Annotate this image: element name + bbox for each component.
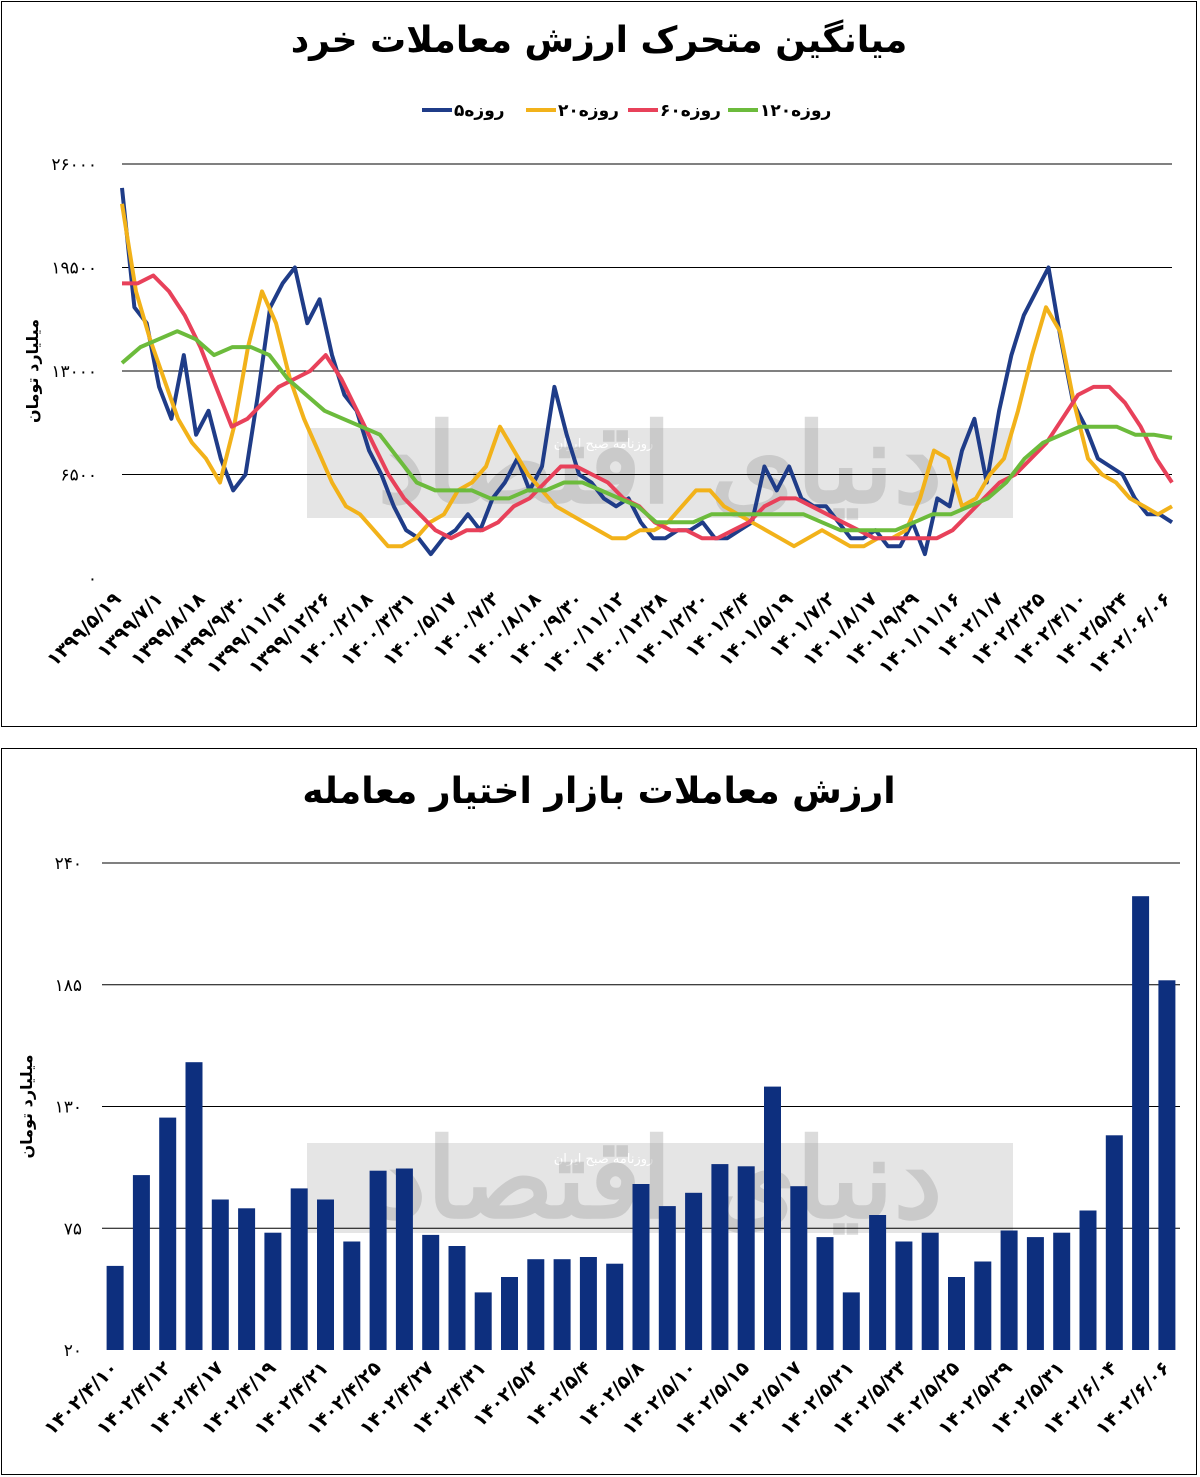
bar [211, 1199, 229, 1350]
y-tick-label: ۱۳۰ [55, 1098, 82, 1118]
bar [395, 1168, 413, 1350]
y-tick-label: ۶۵۰۰ [60, 466, 97, 486]
bar [658, 1206, 676, 1350]
bar [764, 1086, 781, 1350]
bar [1079, 1210, 1097, 1350]
y-tick-label: ۲۴۰ [55, 854, 82, 874]
bar [711, 1164, 729, 1350]
bar [474, 1292, 492, 1350]
y-tick-label: ۱۸۵ [55, 976, 82, 996]
bar [448, 1246, 466, 1350]
legend-entry: ۲۰روزه [558, 101, 619, 121]
bar [1026, 1237, 1044, 1350]
bar [264, 1232, 282, 1350]
legend-entry: ۵روزه [454, 101, 505, 121]
bar [501, 1277, 518, 1350]
series-line [120, 329, 1173, 533]
bar [842, 1292, 860, 1350]
bar [790, 1186, 808, 1350]
bar [132, 1175, 150, 1350]
moving-average-chart-panel: میانگین متحرک ارزش معاملات خرد روزنامه ص… [1, 1, 1197, 727]
bar [290, 1188, 308, 1350]
bar [185, 1062, 203, 1350]
bar [921, 1232, 939, 1350]
bar [632, 1184, 650, 1350]
watermark-credit: روزنامه صبح ایران [554, 1152, 654, 1167]
bar [1000, 1230, 1018, 1350]
bar [869, 1215, 887, 1350]
bar [1105, 1135, 1123, 1350]
bar [369, 1170, 387, 1350]
bar [553, 1259, 571, 1350]
chart-title: ارزش معاملات بازار اختیار معامله [302, 771, 896, 812]
bar [606, 1263, 624, 1350]
bar [106, 1265, 124, 1350]
bar [343, 1241, 361, 1350]
bar [238, 1208, 256, 1350]
bar [737, 1166, 755, 1350]
y-tick-label: ۲۶۰۰۰ [51, 155, 97, 175]
bar [1053, 1232, 1071, 1350]
y-axis-label: میلیارد تومان [23, 319, 42, 423]
watermark-band [307, 428, 1013, 518]
watermark-credit: روزنامه صبح ایران [554, 437, 654, 452]
y-tick-label: ۱۹۵۰۰ [51, 259, 97, 279]
bar [317, 1199, 334, 1350]
options-market-chart-panel: ارزش معاملات بازار اختیار معامله روزنامه… [1, 748, 1197, 1475]
y-tick-label: ۲۰ [64, 1341, 82, 1361]
bar [159, 1117, 177, 1350]
y-axis-label: میلیارد تومان [17, 1054, 36, 1158]
bar [1132, 896, 1150, 1350]
watermark-logo: دنیای اقتصاد [378, 399, 943, 528]
bar [422, 1234, 440, 1350]
series-line [120, 203, 1173, 549]
bar [895, 1241, 913, 1350]
chart-title: میانگین متحرک ارزش معاملات خرد [290, 20, 908, 61]
y-tick-label: ۱۳۰۰۰ [51, 362, 97, 382]
legend-entry: ۶۰روزه [660, 101, 721, 121]
bar [579, 1257, 597, 1350]
bar [974, 1261, 992, 1350]
bar [816, 1237, 834, 1350]
bar [685, 1192, 703, 1350]
legend-entry: ۱۲۰روزه [760, 101, 831, 121]
bar [948, 1277, 965, 1350]
y-tick-label: ۰ [88, 569, 97, 589]
y-tick-label: ۷۵ [64, 1219, 82, 1239]
bar [1158, 980, 1176, 1350]
bar [527, 1259, 545, 1350]
